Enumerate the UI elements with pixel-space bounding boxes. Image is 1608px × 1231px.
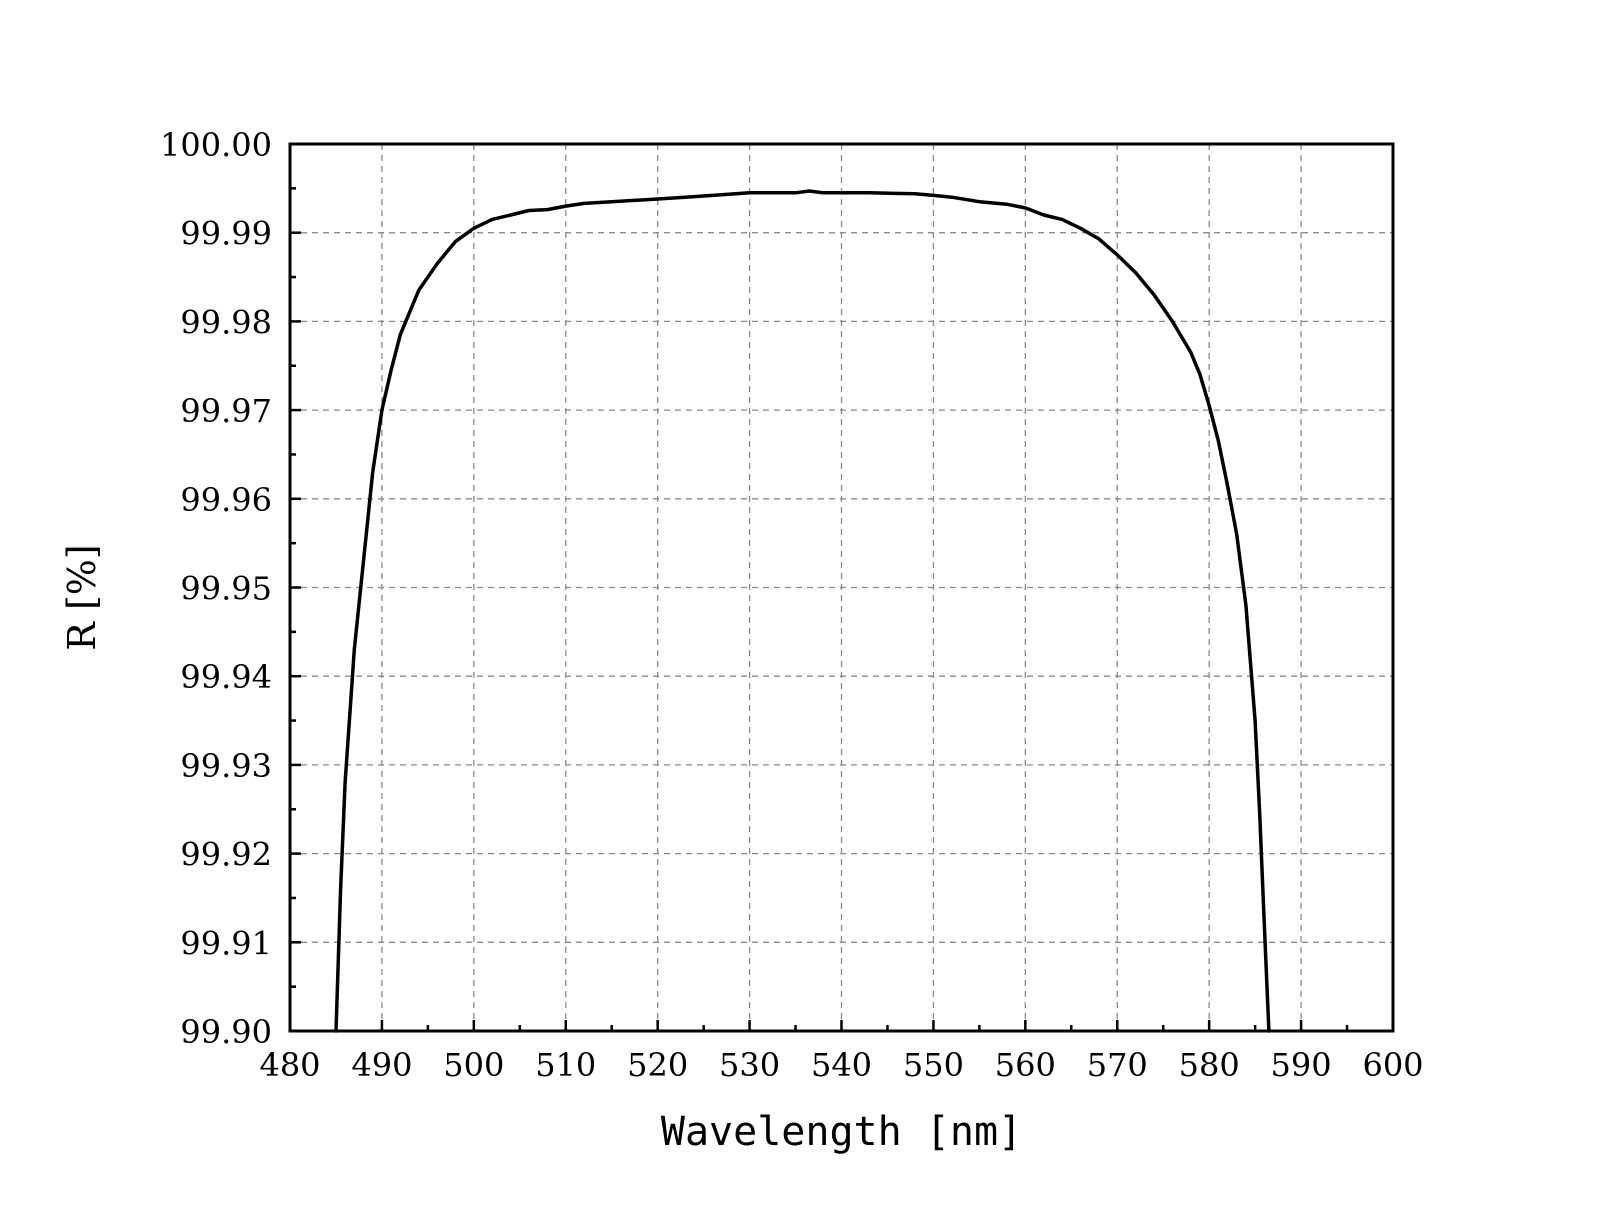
y-tick-label: 99.93 bbox=[180, 747, 272, 785]
series-line bbox=[334, 189, 1271, 1033]
x-axis-title: Wavelength [nm] bbox=[661, 1109, 1022, 1155]
series-layer bbox=[334, 189, 1271, 1033]
y-tick-labels: 99.90 99.91 99.92 99.93 99.94 99.95 99.96 99.97… bbox=[160, 126, 272, 1051]
y-tick-label: 99.91 bbox=[180, 924, 272, 962]
x-tick-label: 550 bbox=[903, 1046, 964, 1084]
y-tick-label: 99.92 bbox=[180, 836, 272, 874]
x-tick-label: 490 bbox=[351, 1046, 412, 1084]
y-tick-label: 99.96 bbox=[180, 481, 272, 519]
x-tick-label: 480 bbox=[259, 1046, 320, 1084]
tick-marks bbox=[288, 142, 1395, 1033]
x-tick-label: 600 bbox=[1362, 1046, 1423, 1084]
x-tick-label: 580 bbox=[1179, 1046, 1240, 1084]
y-tick-label: 99.97 bbox=[180, 392, 272, 430]
x-tick-label: 520 bbox=[627, 1046, 688, 1084]
y-tick-label: 99.90 bbox=[180, 1013, 272, 1051]
y-tick-label: 100.00 bbox=[160, 126, 272, 164]
y-tick-label: 99.99 bbox=[180, 215, 272, 253]
grid bbox=[290, 144, 1393, 1031]
x-tick-label: 530 bbox=[719, 1046, 780, 1084]
x-tick-label: 570 bbox=[1087, 1046, 1148, 1084]
x-tick-label: 500 bbox=[443, 1046, 504, 1084]
x-tick-label: 560 bbox=[995, 1046, 1056, 1084]
y-tick-label: 99.98 bbox=[180, 303, 272, 341]
y-tick-label: 99.94 bbox=[180, 658, 272, 696]
y-tick-label: 99.95 bbox=[180, 570, 272, 608]
y-axis-title: R [%] bbox=[60, 544, 104, 650]
x-tick-label: 540 bbox=[811, 1046, 872, 1084]
x-tick-label: 510 bbox=[535, 1046, 596, 1084]
x-tick-labels: 480 490 500 510 520 530 540 550 560 570 580 590 600 bbox=[259, 1046, 1423, 1084]
x-tick-label: 590 bbox=[1271, 1046, 1332, 1084]
